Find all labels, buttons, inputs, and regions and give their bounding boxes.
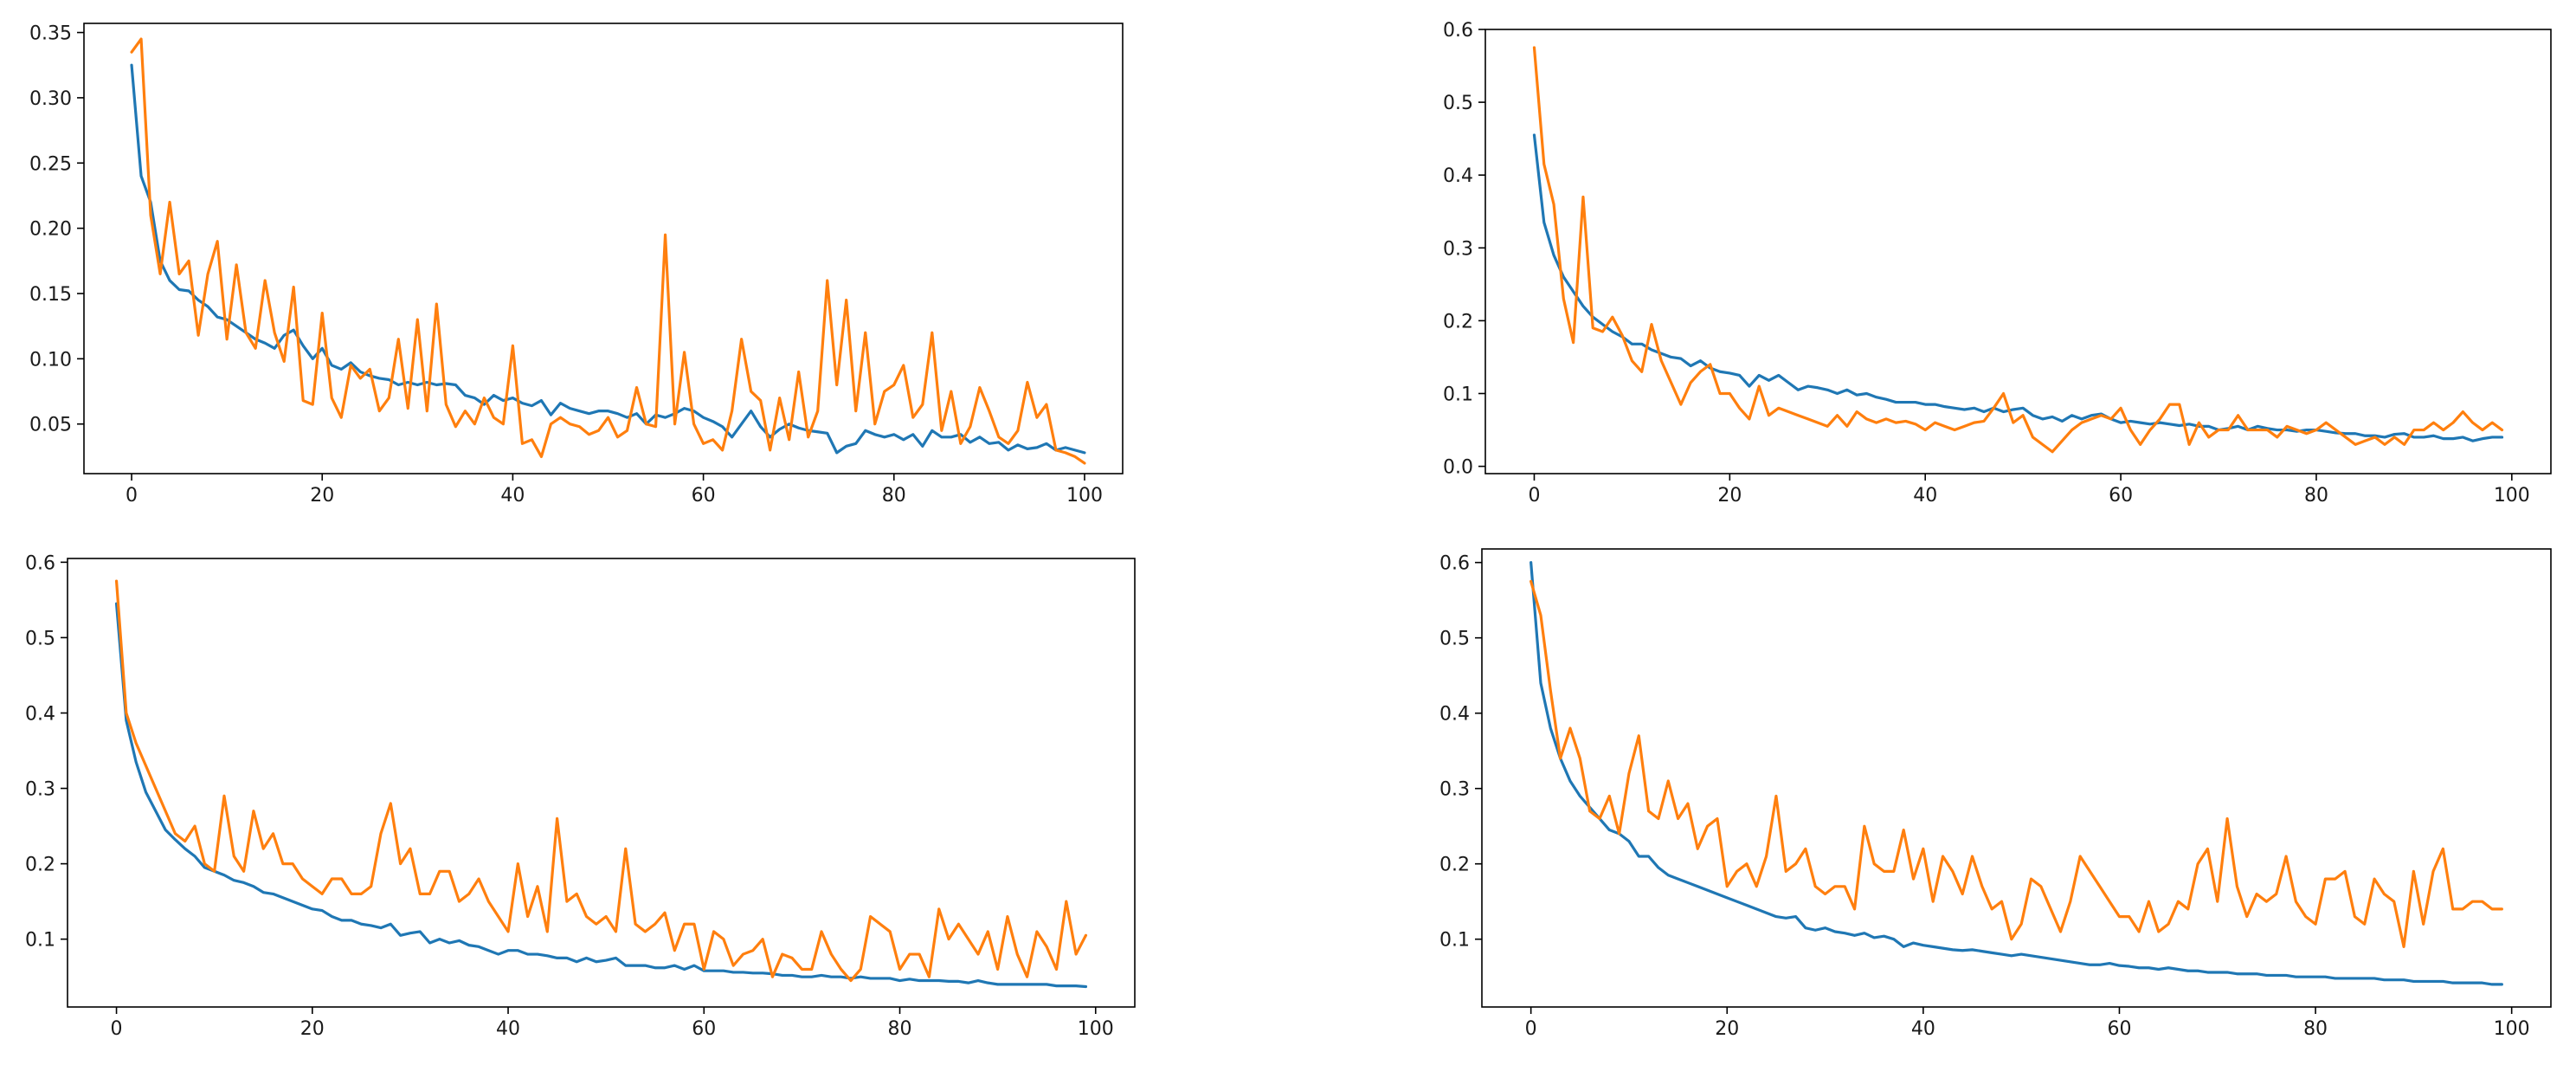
y-tick-label: 0.30 (29, 88, 72, 110)
x-tick-label: 40 (500, 485, 525, 507)
series-line-1 (1532, 46, 2504, 454)
series-group (1532, 46, 2504, 454)
y-tick-label: 0.3 (25, 779, 55, 801)
y-tick-label: 0.5 (25, 628, 55, 649)
x-tick-label: 60 (2107, 1018, 2131, 1040)
y-tick-label: 0.05 (29, 415, 72, 436)
x-tick-label: 0 (111, 1018, 123, 1040)
x-tick-label: 100 (2494, 1018, 2530, 1040)
x-tick-label: 40 (1911, 1018, 1935, 1040)
y-tick-label: 0.2 (1439, 855, 1470, 876)
x-tick-label: 20 (300, 1018, 325, 1040)
series-line-0 (1530, 561, 2503, 986)
x-tick-label: 20 (1717, 485, 1742, 507)
series-line-0 (130, 63, 1086, 455)
series-line-0 (114, 602, 1088, 989)
y-tick-label: 0.3 (1439, 779, 1470, 801)
x-tick-label: 60 (2109, 485, 2133, 507)
y-tick-label: 0.4 (1439, 704, 1470, 726)
y-tick-label: 0.35 (29, 23, 72, 45)
y-tick-label: 0.5 (1439, 629, 1470, 650)
y-tick-label: 0.10 (29, 349, 72, 371)
x-tick-label: 40 (496, 1018, 520, 1040)
axes-frame (67, 558, 1136, 1008)
y-tick-label: 0.1 (1443, 384, 1473, 405)
series-group (130, 37, 1086, 465)
y-tick-label: 0.1 (1439, 930, 1470, 952)
x-tick-label: 0 (1525, 1018, 1537, 1040)
series-line-1 (130, 37, 1086, 465)
chart-panel-3: 0 20 40 60 80 100 0.1 0.2 0.3 0.4 0.5 0.6 (1439, 548, 2552, 1040)
x-tick-label: 0 (1528, 485, 1540, 507)
x-tick-label: 60 (692, 1018, 716, 1040)
axes-frame (1481, 548, 2552, 1008)
y-tick-label: 0.2 (25, 855, 55, 876)
series-line-1 (114, 579, 1088, 983)
x-tick-label: 60 (692, 485, 716, 507)
y-tick-label: 0.6 (1439, 553, 1470, 575)
axes-frame (1484, 29, 2552, 474)
series-line-0 (1532, 133, 2504, 442)
y-tick-label: 0.6 (1443, 20, 1473, 42)
x-tick-label: 0 (126, 485, 138, 507)
x-tick-label: 20 (1715, 1018, 1739, 1040)
x-tick-label: 100 (2494, 485, 2530, 507)
chart-panel-1: 0 20 40 60 80 100 0.0 0.1 0.2 0.3 0.4 0.5 0.6 (1443, 20, 2552, 507)
y-tick-label: 0.0 (1443, 457, 1473, 479)
series-line-1 (1530, 579, 2503, 948)
x-tick-label: 100 (1078, 1018, 1114, 1040)
x-tick-label: 80 (2303, 1018, 2328, 1040)
y-tick-label: 0.20 (29, 219, 72, 241)
x-tick-label: 80 (2304, 485, 2328, 507)
chart-panel-2: 0 20 40 60 80 100 0.1 0.2 0.3 0.4 0.5 0.6 (25, 552, 1136, 1040)
x-tick-label: 80 (882, 485, 906, 507)
y-tick-label: 0.3 (1443, 238, 1473, 260)
series-group (1530, 561, 2503, 986)
x-tick-label: 80 (888, 1018, 912, 1040)
y-tick-label: 0.5 (1443, 93, 1473, 114)
x-tick-label: 40 (1913, 485, 1937, 507)
y-tick-label: 0.2 (1443, 311, 1473, 332)
y-tick-label: 0.4 (1443, 165, 1473, 187)
y-tick-label: 0.4 (25, 703, 55, 725)
x-tick-label: 20 (310, 485, 334, 507)
y-tick-label: 0.15 (29, 284, 72, 306)
series-group (114, 579, 1088, 989)
x-tick-label: 100 (1066, 485, 1103, 507)
axes-frame (83, 23, 1124, 474)
y-tick-label: 0.6 (25, 552, 55, 574)
chart-panel-0: 0 20 40 60 80 100 0.05 0.10 0.15 0.20 0.25 0.30 0.35 (29, 23, 1124, 507)
y-tick-label: 0.1 (25, 930, 55, 952)
y-tick-label: 0.25 (29, 153, 72, 175)
